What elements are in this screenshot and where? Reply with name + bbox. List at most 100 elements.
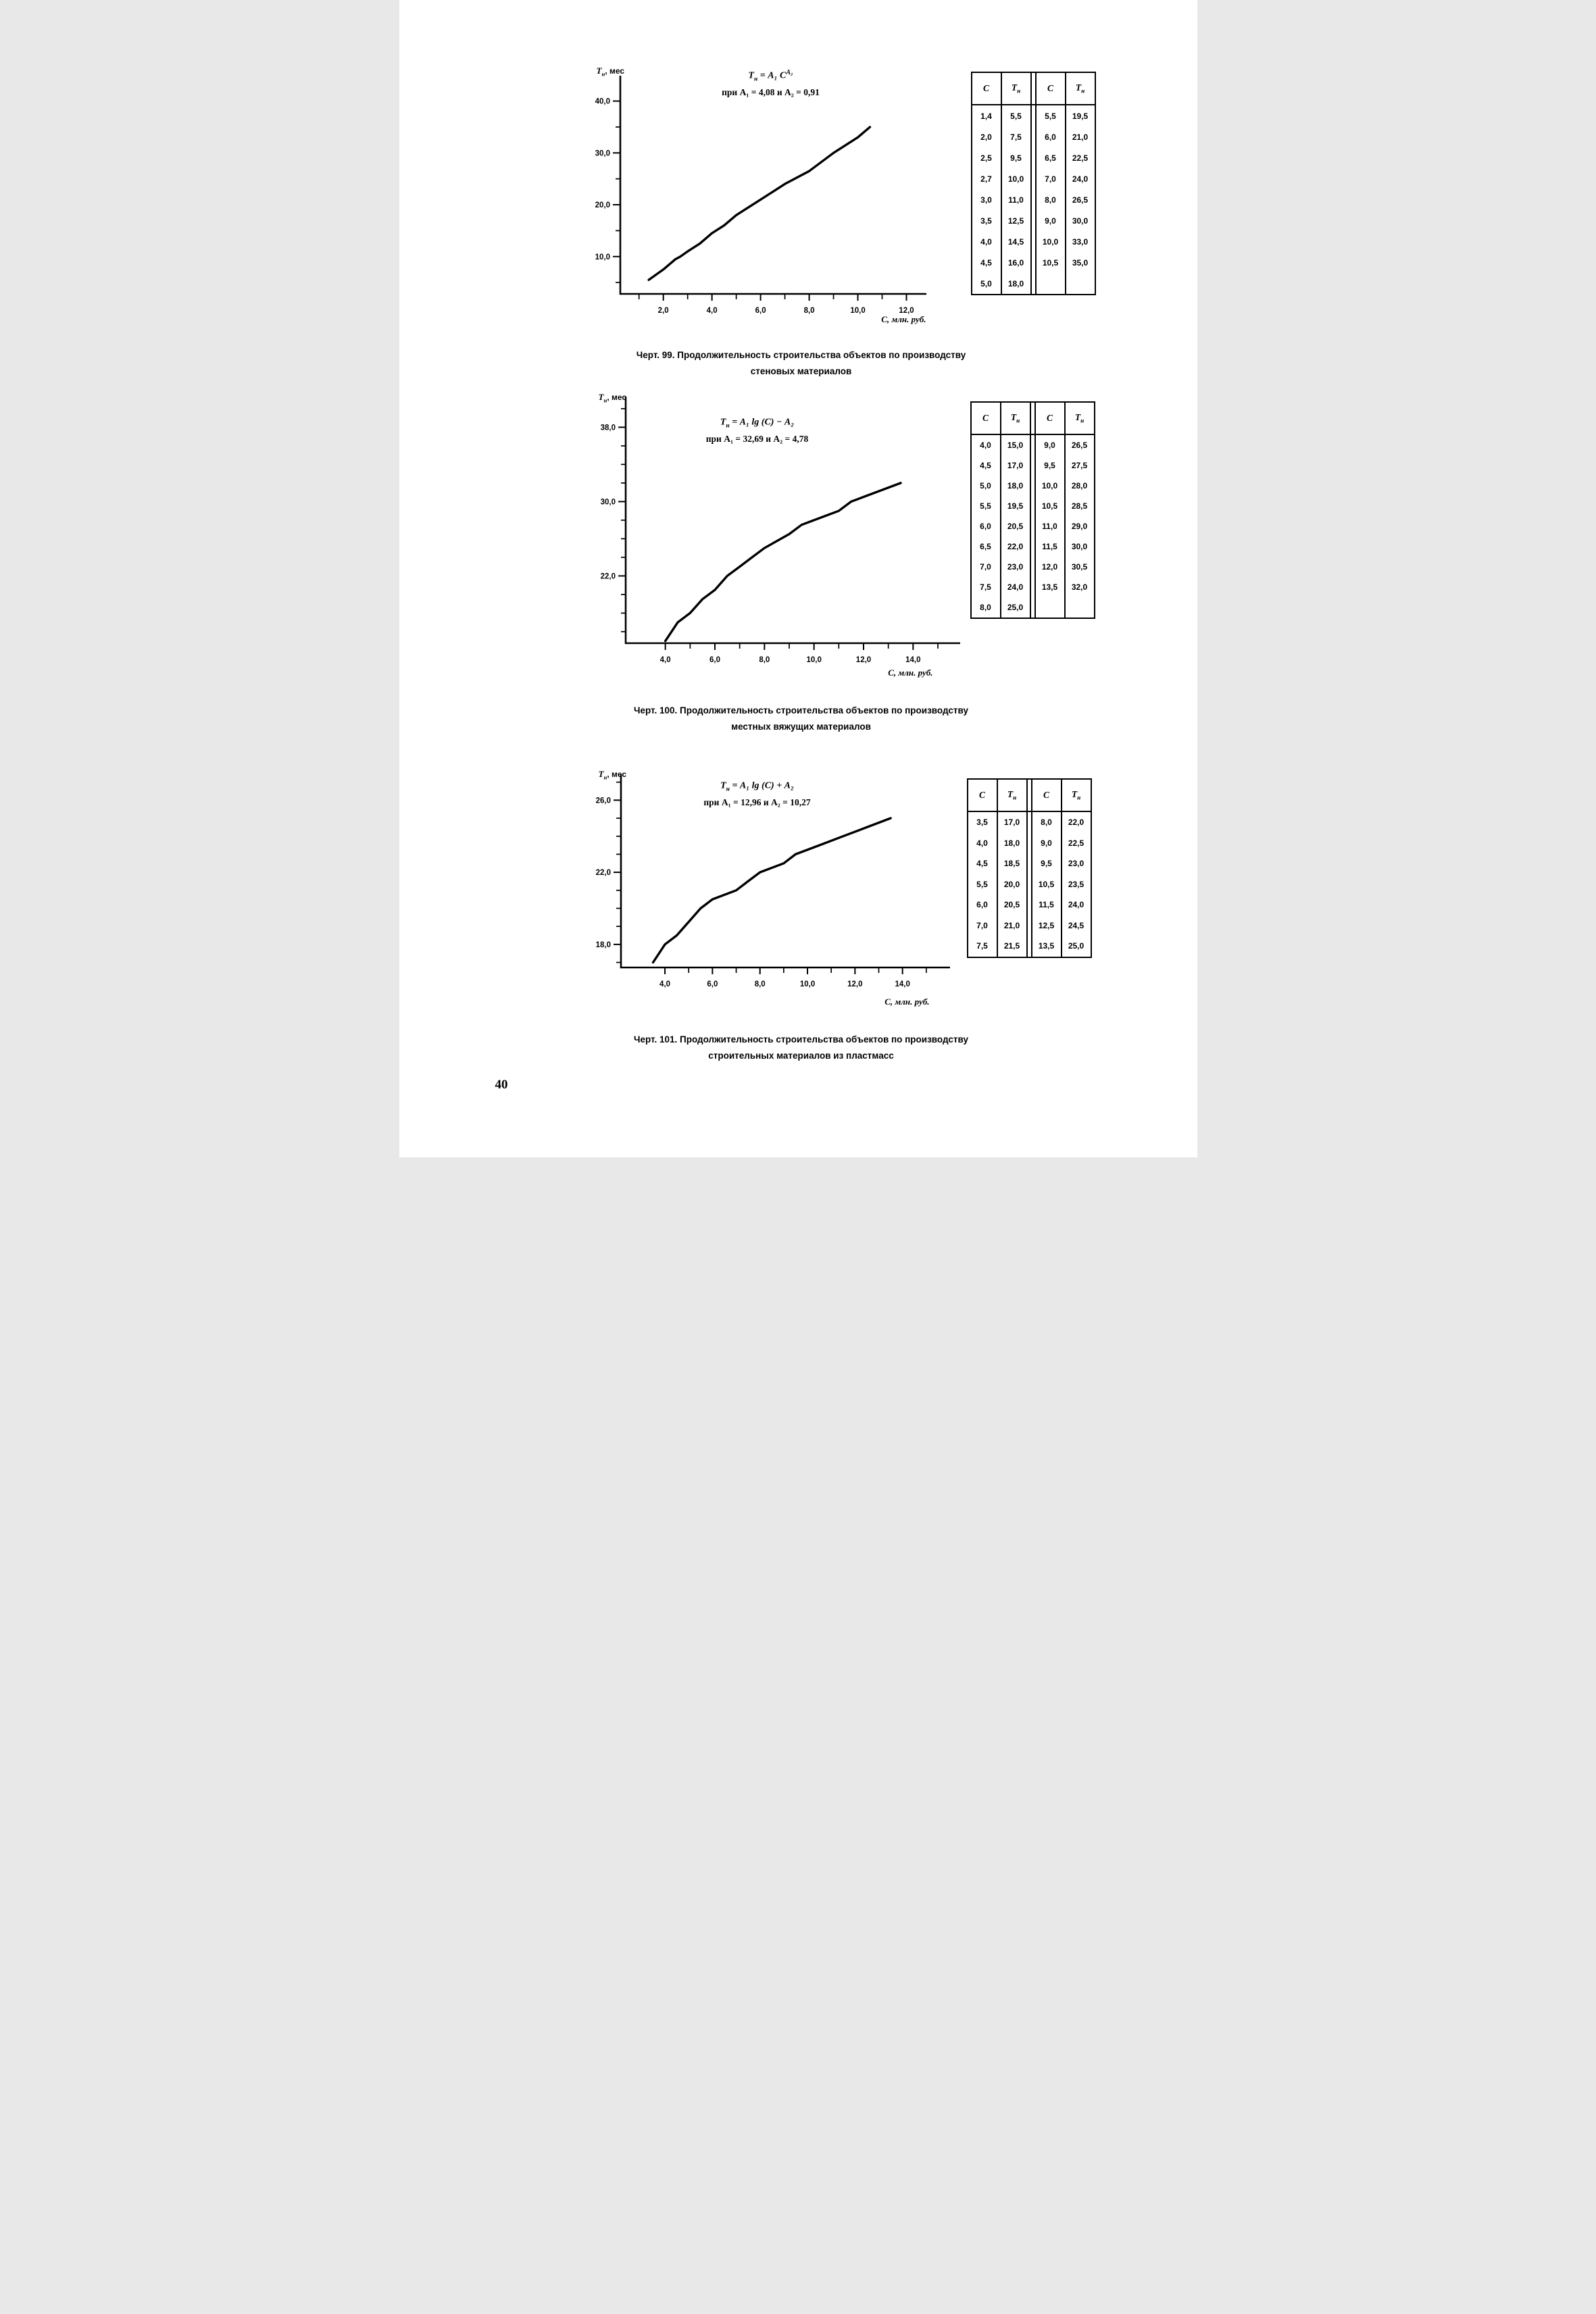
y-label-symbol: Т	[598, 769, 604, 779]
table-cell: 30,0	[1064, 210, 1095, 231]
table-row: 6,0 20,5 11,5 24,0	[968, 895, 1091, 915]
table-row: 8,0 25,0	[971, 597, 1095, 618]
fig101-caption: Черт. 101. Продолжительность строительст…	[507, 1032, 1095, 1063]
table-cell	[1034, 273, 1066, 295]
table-divider	[1026, 779, 1032, 812]
table-divider	[1029, 557, 1036, 577]
table-cell: 6,0	[1034, 126, 1066, 147]
table-divider	[1029, 536, 1036, 557]
table-cell: 7,5	[980, 582, 991, 592]
table-row: 3,0 11,0 8,0 26,5	[972, 189, 1095, 210]
chart-axes	[620, 775, 950, 969]
table-cell: 8,0	[1034, 189, 1066, 210]
table-cell: 22,0	[1060, 811, 1091, 833]
y-tick-label: 22,0	[595, 869, 610, 877]
table-divider	[1029, 577, 1036, 597]
table-cell: 4,0	[976, 838, 988, 848]
table-row: 7,0 21,0 12,5 24,5	[968, 915, 1091, 936]
formula-line2: при А₁ = 12,96 и А₂ = 10,27	[703, 797, 811, 807]
table-cell: 7,0	[1034, 168, 1066, 189]
fig100-y-axis-label: Тн, мес	[599, 392, 627, 404]
y-tick-label: 20,0	[595, 201, 609, 209]
table-cell: 21,0	[996, 915, 1027, 936]
formula-lhs-sub: н	[726, 786, 730, 793]
y-label-symbol: Т	[598, 392, 604, 402]
fig100-x-axis-label: С, млн. руб.	[888, 668, 933, 678]
table-cell: 25,0	[999, 597, 1030, 618]
table-header: Тн	[999, 402, 1030, 435]
table-row: 4,0 18,0 9,0 22,5	[968, 832, 1091, 853]
table-cell: 6,0	[976, 900, 988, 910]
y-label-sub: н	[603, 397, 607, 404]
table-cell: 14,5	[1000, 231, 1031, 252]
table-cell: 11,0	[1034, 516, 1065, 536]
table-cell: 3,5	[980, 216, 992, 226]
table-cell: 24,0	[1064, 168, 1095, 189]
table-header: С	[1034, 72, 1066, 105]
table-cell: 29,0	[1064, 516, 1095, 536]
table-divider	[1030, 210, 1037, 231]
table-cell: 20,5	[996, 895, 1027, 915]
table-divider	[1029, 455, 1036, 476]
x-tick-label: 8,0	[759, 656, 770, 664]
table-cell: 11,0	[1000, 189, 1031, 210]
table-cell: 10,5	[1034, 252, 1066, 273]
table-divider	[1029, 402, 1036, 435]
table-cell: 10,0	[1000, 168, 1031, 189]
fig100-data-table: С Тн С Тн 4,0 15,0 9,0 26,5 4,5 17,0 9,5 27,5 5,0 18,…	[970, 401, 1095, 619]
table-divider	[1026, 936, 1032, 957]
table-row: 3,5 17,0 8,0 22,0	[968, 811, 1091, 833]
table-row: 5,5 20,0 10,5 23,5	[968, 874, 1091, 895]
table-row: 5,0 18,0	[972, 273, 1095, 295]
table-cell: 9,5	[1030, 853, 1062, 874]
table-cell: 20,0	[996, 874, 1027, 895]
table-cell: 28,5	[1064, 496, 1095, 516]
formula-line1: Тн = А₁ lg (С) + А₂	[649, 777, 866, 795]
x-tick-label: 6,0	[709, 656, 720, 664]
table-row: 4,5 18,5 9,5 23,0	[968, 853, 1091, 874]
table-row: 2,0 7,5 6,0 21,0	[972, 126, 1095, 147]
table-divider	[1026, 832, 1032, 853]
table-cell: 1,4	[980, 111, 992, 121]
table-cell: 4,5	[980, 461, 991, 470]
x-tick-label: 14,0	[905, 656, 920, 664]
table-header: С	[971, 72, 1001, 105]
table-cell: 33,0	[1064, 231, 1095, 252]
table-cell: 7,0	[980, 562, 991, 572]
table-cell: 19,5	[999, 496, 1030, 516]
x-tick-label: 12,0	[855, 656, 870, 664]
caption-line1: Черт. 101. Продолжительность строительст…	[634, 1034, 968, 1045]
table-header: Тн	[1000, 72, 1031, 105]
table-row: 4,0 15,0 9,0 26,5	[971, 434, 1095, 455]
table-divider	[1030, 126, 1037, 147]
table-cell: 7,5	[1000, 126, 1031, 147]
fig100-caption: Черт. 100. Продолжительность строительст…	[507, 703, 1095, 734]
x-tick-label: 10,0	[799, 980, 814, 988]
y-label-unit: , мес	[607, 393, 627, 402]
table-cell: 27,5	[1064, 455, 1095, 476]
caption-line2: местных вяжущих материалов	[731, 721, 871, 732]
formula-lhs-sub: н	[753, 76, 758, 83]
table-divider	[1026, 874, 1032, 895]
table-divider	[1026, 853, 1032, 874]
table-row: 2,5 9,5 6,5 22,5	[972, 147, 1095, 168]
x-tick-label: 4,0	[659, 980, 670, 988]
table-cell: 12,5	[1000, 210, 1031, 231]
y-label-unit: , мес	[607, 770, 627, 779]
data-curve	[647, 126, 871, 281]
table-cell: 2,5	[980, 153, 992, 163]
table-cell: 24,5	[1060, 915, 1091, 936]
table-divider	[1030, 72, 1037, 105]
data-curve	[664, 482, 902, 643]
table-cell: 25,0	[1060, 936, 1091, 957]
table-cell: 18,0	[999, 476, 1030, 496]
caption-line1: Черт. 100. Продолжительность строительст…	[634, 705, 968, 715]
x-tick-label: 4,0	[706, 307, 717, 315]
table-cell: 26,5	[1064, 434, 1095, 455]
fig101-y-axis-label: Тн, мес	[599, 769, 627, 781]
table-divider	[1026, 895, 1032, 915]
table-cell: 10,0	[1034, 476, 1065, 496]
chart-axes	[619, 76, 926, 295]
fig101-formula: Тн = А₁ lg (С) + А₂ при А₁ = 12,96 и А₂ …	[649, 777, 866, 811]
x-tick-label: 14,0	[895, 980, 909, 988]
